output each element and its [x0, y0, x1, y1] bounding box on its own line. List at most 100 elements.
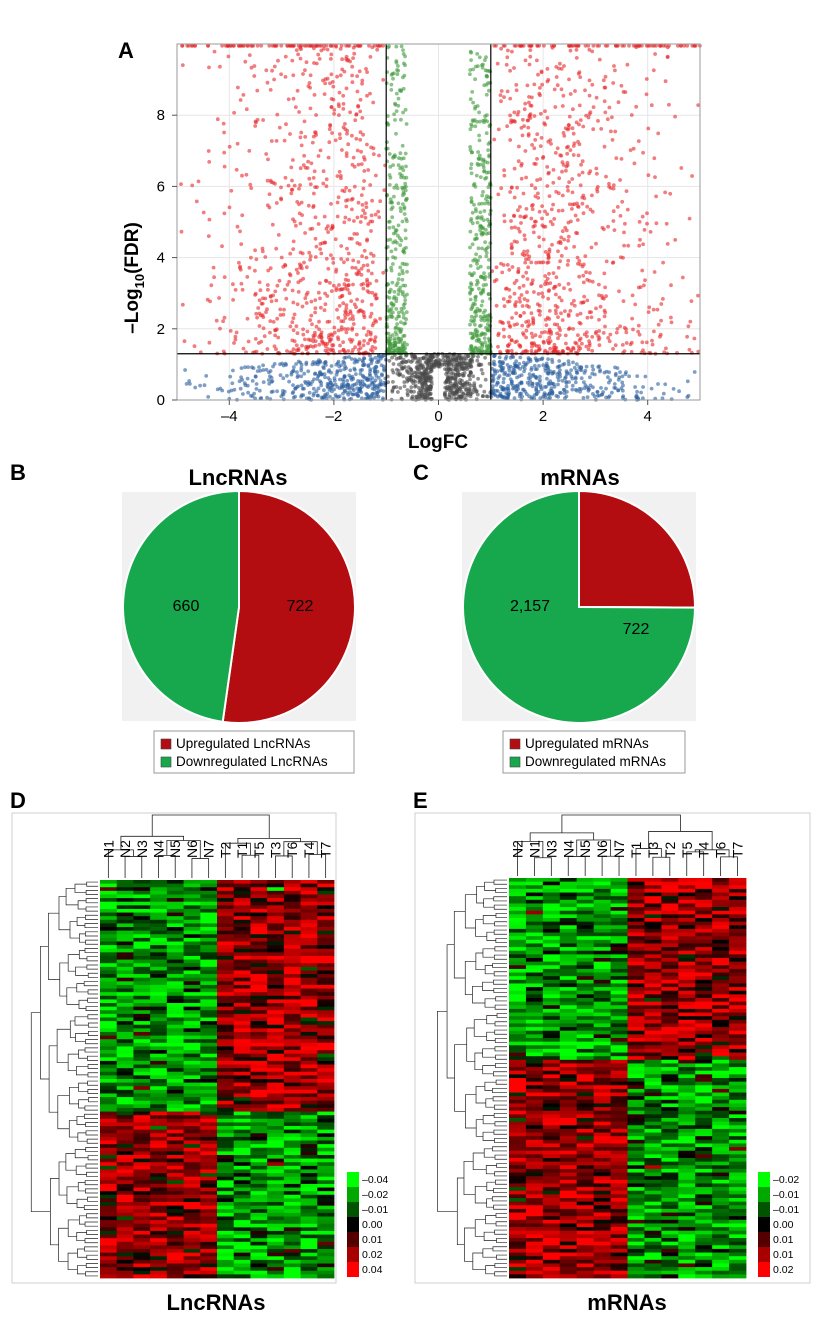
- volcano-point: [405, 393, 410, 398]
- heatmap-cell: [100, 890, 118, 895]
- volcano-point: [474, 173, 479, 178]
- heatmap-cell: [233, 988, 251, 993]
- heatmap-cell: [217, 959, 235, 964]
- volcano-point: [478, 162, 483, 167]
- volcano-point: [281, 376, 286, 381]
- volcano-point: [391, 255, 395, 260]
- volcano-point: [585, 334, 589, 339]
- heatmap-cell: [300, 1158, 318, 1163]
- volcano-point: [602, 271, 607, 276]
- heatmap-cell: [317, 1180, 335, 1185]
- volcano-point: [313, 343, 318, 348]
- volcano-point: [591, 367, 596, 372]
- heatmap-cell: [150, 1082, 168, 1087]
- volcano-point: [535, 132, 540, 137]
- heatmap-cell: [100, 948, 118, 953]
- volcano-point: [487, 219, 492, 224]
- volcano-point: [329, 72, 334, 77]
- heatmap-cell: [267, 970, 285, 975]
- heatmap-cell: [317, 1006, 335, 1011]
- volcano-point: [519, 380, 524, 385]
- heatmap-cell: [150, 1154, 168, 1159]
- heatmap-cell: [150, 1046, 168, 1051]
- heatmap-cell: [267, 1118, 285, 1123]
- heatmap-cell: [100, 1104, 118, 1109]
- heatmap-cell: [116, 988, 134, 993]
- heatmap-cell: [200, 1035, 218, 1040]
- heatmap-cell: [300, 995, 318, 1000]
- heatmap-cell: [183, 1042, 201, 1047]
- volcano-point: [211, 265, 216, 270]
- heatmap-cell: [233, 1154, 251, 1159]
- volcano-point: [656, 382, 660, 386]
- heatmap-cell: [233, 1129, 251, 1134]
- volcano-point: [399, 320, 403, 325]
- heatmap-cell: [233, 1169, 251, 1174]
- volcano-point: [301, 332, 306, 337]
- volcano-point: [575, 255, 580, 260]
- volcano-point: [273, 328, 278, 333]
- volcano-point: [370, 345, 375, 349]
- heatmap-cell: [250, 1082, 268, 1087]
- volcano-point: [636, 323, 641, 328]
- volcano-point: [416, 359, 420, 364]
- heatmap-cell: [166, 1129, 184, 1134]
- volcano-point: [655, 307, 660, 312]
- heatmap-cell: [300, 1162, 318, 1167]
- volcano-point: [475, 119, 479, 124]
- volcano-point: [240, 173, 244, 178]
- volcano-point: [470, 336, 474, 340]
- volcano-point: [299, 374, 304, 379]
- volcano-point: [605, 117, 610, 122]
- volcano-point: [338, 377, 342, 382]
- heatmap-cell: [283, 1089, 301, 1094]
- volcano-point: [554, 275, 559, 280]
- volcano-point: [220, 388, 225, 393]
- heatmap-cell: [100, 1133, 118, 1138]
- volcano-point: [266, 287, 270, 292]
- volcano-point: [575, 218, 580, 222]
- volcano-point: [521, 387, 525, 392]
- volcano-point: [577, 274, 582, 279]
- volcano-point: [352, 184, 357, 189]
- heatmap-cell: [283, 1140, 301, 1145]
- heatmap-cell: [267, 977, 285, 982]
- heatmap-cell: [183, 1039, 201, 1044]
- volcano-point: [619, 83, 624, 88]
- volcano-point: [471, 387, 476, 392]
- heatmap-cell: [233, 898, 251, 903]
- volcano-point: [547, 327, 552, 332]
- heatmap-cell: [200, 1010, 218, 1015]
- volcano-point: [591, 392, 595, 396]
- volcano-point: [278, 307, 283, 312]
- heatmap-cell: [250, 988, 268, 993]
- volcano-point: [492, 369, 497, 374]
- heatmap-cell: [200, 955, 218, 960]
- heatmap-cell: [233, 1126, 251, 1131]
- volcano-point: [254, 120, 258, 125]
- volcano-point: [312, 391, 316, 396]
- volcano-point: [468, 347, 473, 352]
- heatmap-cell: [283, 1176, 301, 1181]
- heatmap-cell: [166, 1082, 184, 1087]
- volcano-point: [390, 333, 395, 337]
- volcano-point: [555, 322, 560, 327]
- heatmap-cell: [183, 1013, 201, 1018]
- heatmap-cell: [317, 1165, 335, 1170]
- volcano-point: [377, 153, 381, 158]
- heatmap-cell: [300, 1115, 318, 1120]
- heatmap-cell: [166, 1053, 184, 1058]
- heatmap-cell: [267, 959, 285, 964]
- volcano-point: [337, 386, 342, 391]
- heatmap-cell: [116, 908, 134, 913]
- heatmap-cell: [300, 908, 318, 913]
- heatmap-cell: [200, 974, 218, 979]
- volcano-point: [625, 207, 630, 212]
- volcano-point: [550, 222, 555, 227]
- heatmap-cell: [166, 1183, 184, 1188]
- volcano-point: [612, 382, 617, 386]
- heatmap-cell: [150, 1006, 168, 1011]
- volcano-point: [294, 48, 299, 52]
- volcano-point: [517, 144, 521, 149]
- heatmap-cell: [133, 1126, 151, 1131]
